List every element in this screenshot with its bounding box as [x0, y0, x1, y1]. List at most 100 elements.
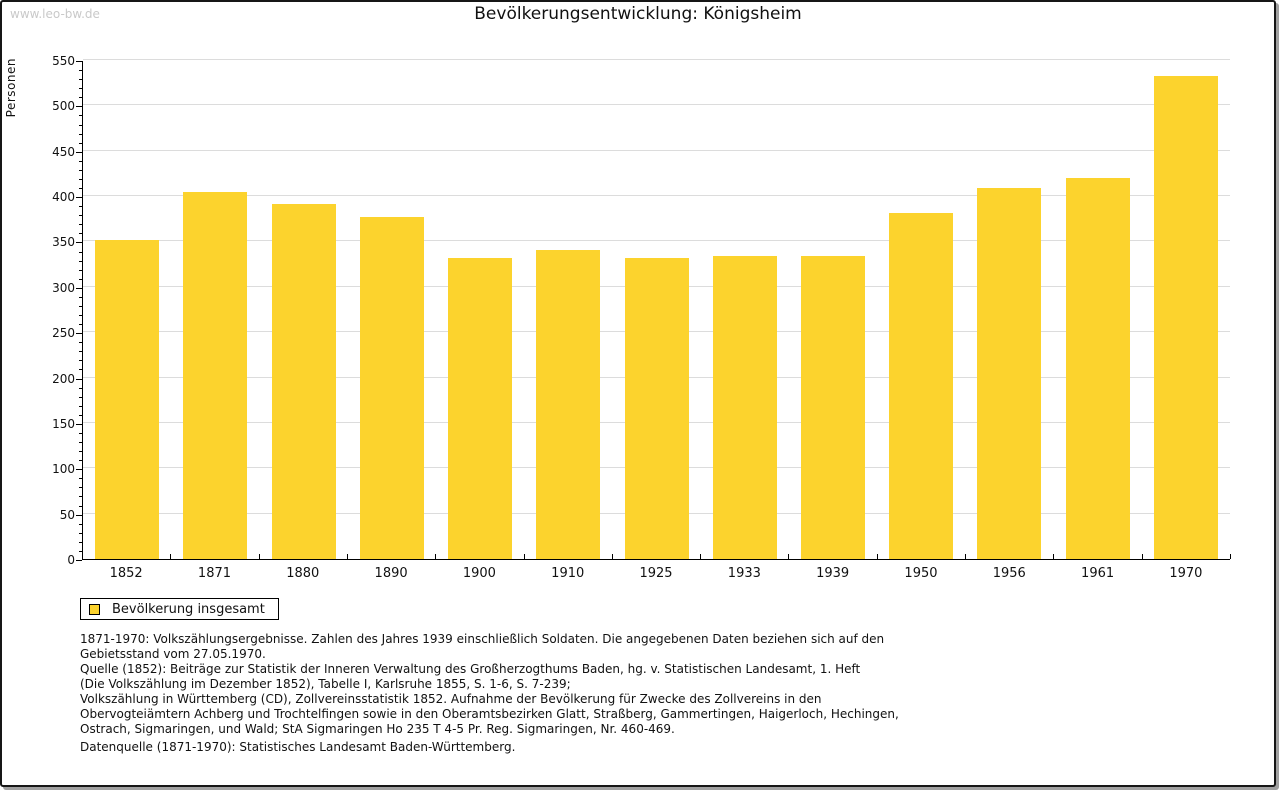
y-tick-label: 450	[52, 144, 75, 159]
y-major-tick	[76, 469, 82, 471]
bar-slot	[612, 257, 700, 559]
x-tick-label: 1939	[816, 566, 850, 581]
x-boundary-tick	[170, 554, 172, 559]
bar-slot	[1054, 177, 1142, 559]
y-tick-label: 300	[52, 280, 75, 295]
bar-slot	[348, 216, 436, 559]
y-minor-tick	[79, 442, 82, 444]
bar-slot	[524, 249, 612, 559]
y-minor-tick	[79, 88, 82, 90]
y-minor-tick	[79, 342, 82, 344]
x-tick-label: 1933	[727, 566, 761, 581]
y-tick-label: 350	[52, 235, 75, 250]
y-minor-tick	[79, 251, 82, 253]
bar-1925	[624, 257, 689, 559]
y-tick-label: 550	[52, 54, 75, 68]
bar-slot	[877, 213, 965, 559]
y-minor-tick	[79, 160, 82, 162]
footer-note-line: Ostrach, Sigmaringen, und Wald; StA Sigm…	[80, 722, 675, 736]
y-tick-label: 50	[59, 507, 75, 522]
bar-1852	[95, 239, 160, 559]
y-minor-tick	[79, 532, 82, 534]
y-minor-tick	[79, 296, 82, 298]
bar-1970	[1153, 76, 1218, 559]
bar-slot	[965, 187, 1053, 559]
gridline	[83, 59, 1230, 60]
watermark: www.leo-bw.de	[10, 7, 100, 21]
x-boundary-tick	[1053, 554, 1055, 559]
bar-1890	[359, 216, 424, 559]
x-boundary-tick	[258, 554, 260, 559]
y-major-tick	[76, 287, 82, 289]
footer-notes: 1871-1970: Volkszählungsergebnisse. Zahl…	[80, 632, 899, 737]
x-boundary-tick	[435, 554, 437, 559]
bar-slot	[789, 255, 877, 559]
y-major-tick	[76, 242, 82, 244]
gridline	[83, 240, 1230, 242]
y-minor-tick	[79, 70, 82, 72]
y-minor-tick	[79, 169, 82, 171]
y-minor-tick	[79, 387, 82, 389]
legend-swatch	[89, 603, 100, 615]
y-minor-tick	[79, 324, 82, 326]
y-major-tick	[76, 378, 82, 380]
x-tick-label: 1925	[639, 566, 673, 581]
bar-slot	[701, 255, 789, 559]
y-minor-tick	[79, 478, 82, 480]
y-minor-tick	[79, 351, 82, 353]
y-minor-tick	[79, 115, 82, 117]
y-minor-tick	[79, 305, 82, 307]
y-minor-tick	[79, 487, 82, 489]
y-minor-tick	[79, 79, 82, 81]
y-axis: 0 50 100 150 200 250 300 350 400 450 500 550	[2, 54, 82, 567]
y-minor-tick	[79, 215, 82, 217]
y-minor-tick	[79, 523, 82, 525]
x-tick-label: 1956	[992, 566, 1026, 581]
y-major-tick	[76, 151, 82, 153]
y-minor-tick	[79, 414, 82, 416]
x-tick-label: 1950	[904, 566, 938, 581]
bar-1961	[1065, 177, 1130, 559]
x-axis-labels: 1852 1871 1880 1890 1900 1910 1925 1933 1939 1950…	[82, 566, 1230, 581]
x-boundary-tick	[346, 554, 348, 559]
y-minor-tick	[79, 315, 82, 317]
x-boundary-tick	[1141, 554, 1143, 559]
bar-1910	[536, 249, 601, 559]
x-tick-label: 1871	[197, 566, 232, 581]
legend: Bevölkerung insgesamt	[80, 598, 279, 620]
bar-slot	[1142, 76, 1230, 559]
y-major-tick	[76, 333, 82, 335]
footer-note-line: Quelle (1852): Beiträge zur Statistik de…	[80, 662, 861, 676]
footer-note-line: Gebietsstand vom 27.05.1970.	[80, 647, 266, 661]
y-minor-tick	[79, 206, 82, 208]
bar-1956	[977, 187, 1042, 559]
x-boundary-tick	[700, 554, 702, 559]
x-boundary-tick	[1230, 554, 1231, 559]
y-minor-tick	[79, 133, 82, 135]
chart-title: Bevölkerungsentwicklung: Königsheim	[474, 4, 802, 24]
y-minor-tick	[79, 405, 82, 407]
bar-1900	[448, 257, 513, 559]
y-tick-label: 400	[52, 190, 75, 205]
footer-note-line: 1871-1970: Volkszählungsergebnisse. Zahl…	[80, 632, 885, 646]
bar-slot	[436, 257, 524, 559]
y-tick-label: 0	[67, 553, 75, 567]
y-tick-label: 200	[52, 371, 75, 386]
bar-1871	[183, 191, 248, 559]
y-minor-tick	[79, 260, 82, 262]
y-major-tick	[76, 560, 82, 561]
y-minor-tick	[79, 97, 82, 99]
y-minor-tick	[79, 460, 82, 462]
y-major-tick	[76, 106, 82, 108]
y-minor-tick	[79, 233, 82, 235]
bar-slot	[83, 239, 171, 559]
x-tick-label: 1970	[1169, 566, 1203, 581]
y-minor-tick	[79, 269, 82, 271]
bars-layer	[83, 61, 1230, 559]
y-major-tick	[76, 61, 82, 62]
y-minor-tick	[79, 360, 82, 362]
plot-area	[82, 59, 1231, 560]
legend-label: Bevölkerung insgesamt	[112, 601, 265, 617]
y-tick-label: 250	[52, 326, 75, 341]
